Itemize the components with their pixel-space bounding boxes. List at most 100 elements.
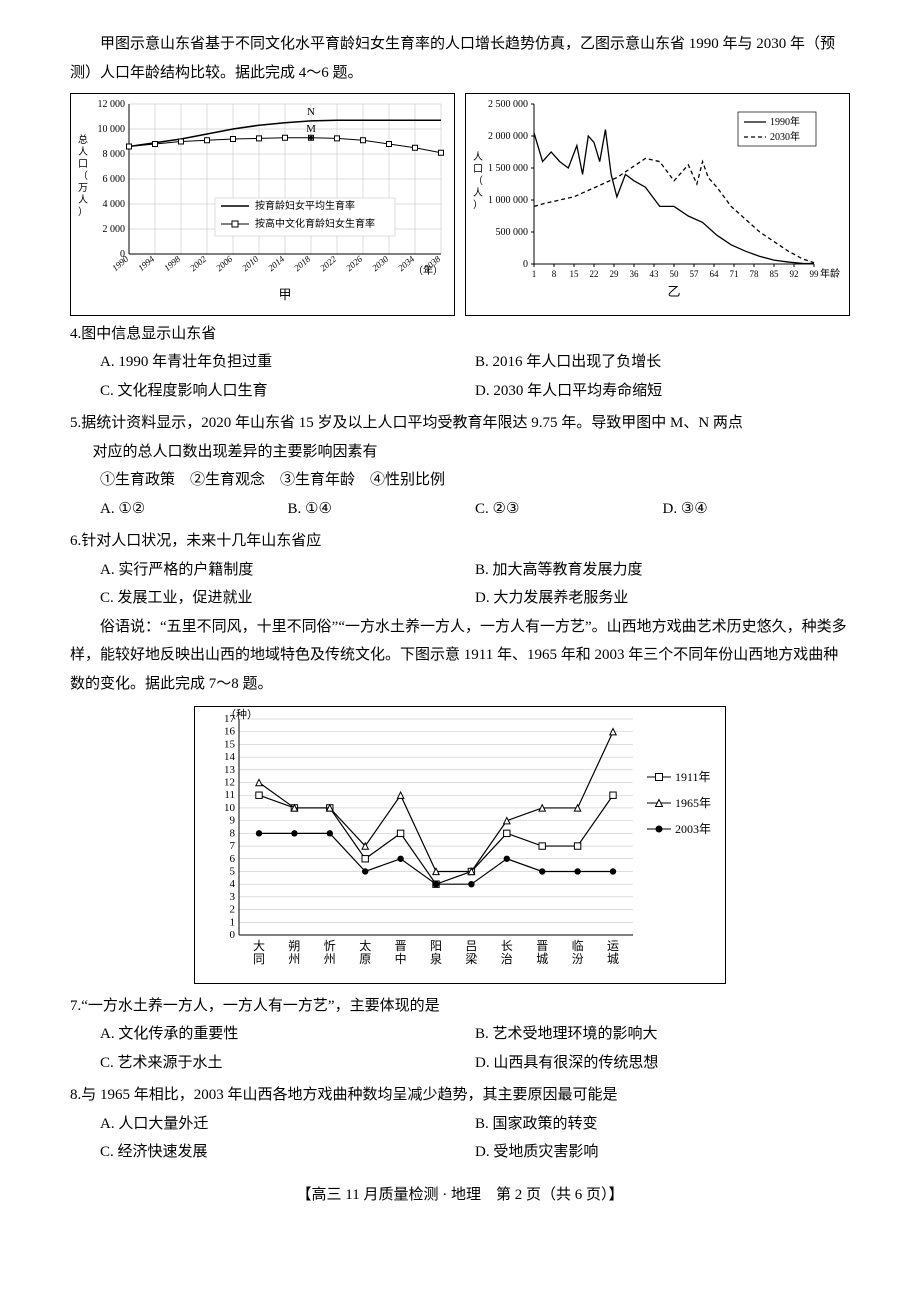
svg-text:6 000: 6 000 [103, 174, 126, 185]
q5-stem-1: 5.据统计资料显示，2020 年山东省 15 岁及以上人口平均受教育年限达 9.… [70, 409, 850, 438]
svg-text:6: 6 [230, 853, 236, 865]
svg-text:治: 治 [501, 952, 513, 966]
svg-text:1 000 000: 1 000 000 [488, 195, 528, 206]
svg-text:同: 同 [253, 952, 265, 966]
svg-text:人: 人 [78, 194, 88, 206]
svg-text:中: 中 [395, 951, 407, 966]
svg-text:10: 10 [224, 802, 236, 814]
svg-text:口: 口 [473, 164, 483, 175]
q7-opt-b: B. 艺术受地理环境的影响大 [475, 1020, 850, 1049]
svg-text:1998: 1998 [162, 254, 183, 274]
svg-text:城: 城 [536, 952, 548, 966]
svg-text:11: 11 [224, 789, 235, 801]
svg-text:2 500 000: 2 500 000 [488, 99, 528, 110]
svg-text:N: N [307, 106, 315, 118]
svg-text:人: 人 [473, 187, 483, 199]
svg-text:99: 99 [810, 269, 820, 279]
q8-opt-b: B. 国家政策的转变 [475, 1110, 850, 1139]
svg-text:M: M [306, 123, 316, 135]
q6-stem: 6.针对人口状况，未来十几年山东省应 [70, 527, 850, 556]
svg-text:太: 太 [359, 938, 371, 953]
svg-text:口: 口 [78, 159, 88, 170]
svg-text:7: 7 [230, 840, 236, 852]
svg-text:人: 人 [473, 151, 483, 163]
svg-text:8: 8 [230, 827, 236, 839]
svg-text:1 500 000: 1 500 000 [488, 163, 528, 174]
svg-text:1990: 1990 [110, 254, 131, 274]
q6-opt-b: B. 加大高等教育发展力度 [475, 556, 850, 585]
svg-text:1911年: 1911年 [675, 770, 711, 784]
svg-text:2018: 2018 [292, 254, 313, 274]
q6-opt-a: A. 实行严格的户籍制度 [100, 556, 475, 585]
svg-text:甲: 甲 [278, 287, 291, 302]
q4-stem: 4.图中信息显示山东省 [70, 320, 850, 349]
svg-text:汾: 汾 [572, 952, 584, 966]
charts-row: 02 0004 0006 0008 00010 00012 000NM19901… [70, 93, 850, 316]
intro-2: 俗语说：“五里不同风，十里不同俗”“一方水土养一方人，一方人有一方艺”。山西地方… [70, 613, 850, 699]
svg-text:万: 万 [78, 183, 88, 194]
svg-text:人: 人 [78, 146, 88, 158]
q7-opt-a: A. 文化传承的重要性 [100, 1020, 475, 1049]
svg-text:泉: 泉 [430, 952, 442, 966]
q7-stem: 7.“一方水土养一方人，一方人有一方艺”，主要体现的是 [70, 992, 850, 1021]
q4-options: A. 1990 年青壮年负担过重 B. 2016 年人口出现了负增长 C. 文化… [70, 348, 850, 405]
q8-opt-a: A. 人口大量外迁 [100, 1110, 475, 1139]
svg-text:50: 50 [670, 269, 680, 279]
svg-text:2026: 2026 [344, 254, 365, 274]
svg-text:0: 0 [523, 259, 528, 270]
svg-text:92: 92 [790, 269, 799, 279]
svg-text:4 000: 4 000 [103, 199, 126, 210]
q6-opt-d: D. 大力发展养老服务业 [475, 584, 850, 613]
svg-text:2006: 2006 [214, 254, 235, 274]
svg-text:）: ） [78, 206, 88, 218]
q8-stem: 8.与 1965 年相比，2003 年山西各地方戏曲种数均呈减少趋势，其主要原因… [70, 1081, 850, 1110]
svg-text:朔: 朔 [288, 938, 300, 953]
svg-text:64: 64 [710, 269, 720, 279]
svg-text:阳: 阳 [430, 939, 442, 953]
q4-opt-a: A. 1990 年青壮年负担过重 [100, 348, 475, 377]
svg-text:2 000 000: 2 000 000 [488, 131, 528, 142]
svg-text:总: 总 [78, 133, 88, 146]
svg-text:2030年: 2030年 [770, 130, 800, 143]
intro-1: 甲图示意山东省基于不同文化水平育龄妇女生育率的人口增长趋势仿真，乙图示意山东省 … [70, 30, 850, 87]
svg-text:城: 城 [607, 952, 619, 966]
svg-text:晋: 晋 [536, 939, 548, 953]
svg-text:500 000: 500 000 [496, 227, 529, 238]
svg-text:州: 州 [324, 952, 336, 966]
chart-jia: 02 0004 0006 0008 00010 00012 000NM19901… [70, 93, 455, 316]
svg-text:梁: 梁 [465, 951, 477, 966]
svg-text:4: 4 [230, 878, 236, 890]
svg-text:1965年: 1965年 [675, 796, 711, 810]
svg-text:年龄: 年龄 [820, 267, 840, 280]
svg-text:14: 14 [224, 751, 236, 763]
q4-opt-d: D. 2030 年人口平均寿命缩短 [475, 377, 850, 406]
svg-text:8 000: 8 000 [103, 149, 126, 160]
q7-options: A. 文化传承的重要性 B. 艺术受地理环境的影响大 C. 艺术来源于水土 D.… [70, 1020, 850, 1077]
q5-opt-b: B. ①④ [288, 495, 476, 524]
svg-text:州: 州 [288, 952, 300, 966]
svg-text:2014: 2014 [266, 254, 287, 274]
svg-text:忻: 忻 [324, 939, 336, 953]
svg-text:按育龄妇女平均生育率: 按育龄妇女平均生育率 [255, 199, 355, 212]
q5-opt-c: C. ②③ [475, 495, 663, 524]
chart-yi: 0 500 000 1 000 000 1 500 000 2 000 000 2 500… [465, 93, 850, 316]
svg-text:2010: 2010 [240, 254, 261, 274]
q8-options: A. 人口大量外迁 B. 国家政策的转变 C. 经济快速发展 D. 受地质灾害影… [70, 1110, 850, 1167]
svg-text:8: 8 [552, 269, 557, 279]
svg-text:按高中文化育龄妇女生育率: 按高中文化育龄妇女生育率 [255, 217, 375, 230]
svg-text:15: 15 [224, 738, 236, 750]
q5-options: A. ①② B. ①④ C. ②③ D. ③④ [70, 495, 850, 524]
svg-text:3: 3 [230, 891, 236, 903]
svg-text:0: 0 [230, 929, 236, 941]
svg-text:9: 9 [230, 815, 236, 827]
q8-opt-c: C. 经济快速发展 [100, 1138, 475, 1167]
svg-text:2003年: 2003年 [675, 822, 711, 836]
svg-text:57: 57 [690, 269, 700, 279]
svg-text:5: 5 [230, 865, 236, 877]
svg-text:12: 12 [224, 777, 235, 789]
svg-text:原: 原 [359, 952, 371, 966]
svg-text:（种）: （种） [225, 707, 258, 721]
svg-text:1: 1 [532, 269, 537, 279]
svg-text:乙: 乙 [667, 284, 680, 299]
svg-text:85: 85 [770, 269, 780, 279]
